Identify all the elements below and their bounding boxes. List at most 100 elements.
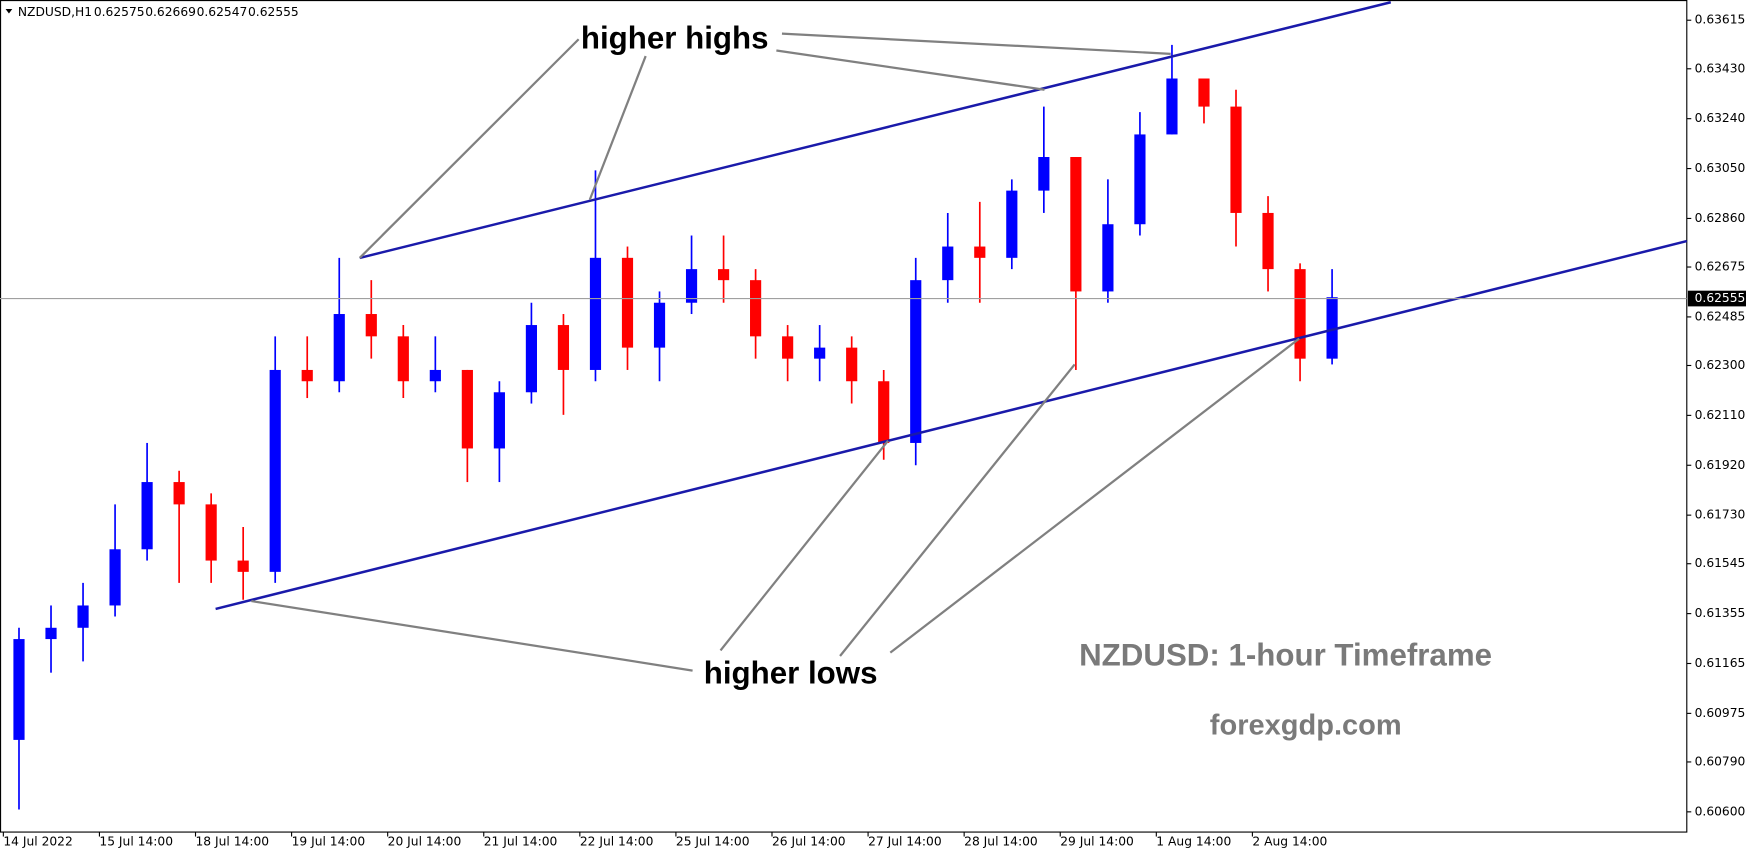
candle-body (13, 639, 25, 740)
header-close: 0.62555 (248, 5, 299, 19)
candle-body (333, 314, 345, 382)
x-tick-label: 27 Jul 14:00 (868, 835, 942, 849)
x-tick-label: 2 Aug 14:00 (1252, 835, 1327, 849)
candle-body (365, 314, 377, 337)
x-tick-label: 18 Jul 14:00 (196, 835, 270, 849)
pointer-line (251, 599, 693, 672)
x-tick-label: 26 Jul 14:00 (772, 835, 846, 849)
y-tick-label: 0.62485 (1695, 309, 1746, 323)
pointer-line (839, 363, 1076, 657)
y-tick-label: 0.63050 (1695, 161, 1746, 175)
candle-body (173, 482, 185, 505)
x-tick-label: 1 Aug 14:00 (1156, 835, 1231, 849)
candle-body (1166, 78, 1178, 135)
candle-body (141, 482, 153, 550)
candle-body (269, 369, 281, 572)
y-tick-label: 0.62675 (1695, 260, 1746, 274)
candle-body (1294, 269, 1306, 359)
x-tick-label: 22 Jul 14:00 (580, 835, 654, 849)
pointer-line (588, 55, 647, 201)
candle-body (1230, 106, 1242, 213)
candle-body (1038, 157, 1050, 191)
upper-channel-line (359, 1, 1392, 260)
candle-body (878, 381, 890, 443)
y-tick-label: 0.61165 (1695, 656, 1746, 670)
candle-body (1102, 224, 1114, 292)
candle-body (109, 549, 121, 606)
y-tick-label: 0.62300 (1695, 358, 1746, 372)
candle-body (1134, 134, 1146, 225)
header-low: 0.62547 (197, 5, 248, 19)
candle-body (301, 369, 313, 382)
pointer-line (358, 38, 580, 259)
pointer-line (781, 32, 1171, 55)
header-arrow (5, 8, 13, 14)
candle-body (814, 347, 826, 359)
candle-body (1326, 297, 1338, 359)
candle-body (685, 269, 698, 303)
pointer-line (889, 337, 1300, 654)
candle-body (237, 560, 249, 572)
pointer-line (776, 49, 1045, 91)
plot-frame (0, 0, 1688, 833)
y-tick-label: 0.62860 (1695, 211, 1746, 225)
x-tick-label: 28 Jul 14:00 (964, 835, 1038, 849)
candle-body (942, 246, 954, 281)
watermark-title: NZDUSD: 1-hour Timeframe (1079, 637, 1492, 672)
y-tick-label: 0.63615 (1695, 13, 1746, 27)
y-tick-label: 0.61355 (1695, 606, 1746, 620)
header-symbol: NZDUSD,H1 (18, 5, 92, 19)
y-tick-label: 0.61730 (1695, 508, 1746, 522)
y-tick-label: 0.63240 (1695, 111, 1746, 125)
candle-body (205, 504, 217, 561)
annotation: higher highs (581, 21, 769, 56)
candle-body (429, 369, 441, 382)
candle-body (1006, 190, 1018, 258)
x-tick-label: 25 Jul 14:00 (676, 835, 750, 849)
candle-body (974, 246, 986, 258)
last-price-box (1687, 290, 1746, 307)
y-tick-label: 0.60790 (1695, 754, 1746, 768)
candle-body (557, 325, 570, 370)
marks (13, 44, 1338, 810)
candle-body (846, 347, 858, 382)
candle-body (910, 280, 922, 443)
trendlines (215, 1, 1688, 611)
candle-body (397, 336, 409, 382)
lower-channel-line (215, 239, 1688, 611)
candle-body (782, 336, 794, 359)
candle-body (1262, 212, 1274, 270)
candle-body (461, 369, 473, 449)
y-tick-label: 0.61920 (1695, 458, 1746, 472)
last-price-label: 0.62555 (1695, 291, 1746, 305)
pointer-lines (251, 32, 1300, 672)
y-tick-label: 0.60975 (1695, 706, 1746, 720)
x-tick-label: 20 Jul 14:00 (388, 835, 462, 849)
candle-body (1070, 157, 1082, 292)
watermark-site: forexgdp.com (1210, 709, 1402, 741)
x-tick-label: 15 Jul 14:00 (99, 835, 173, 849)
candle-body (653, 302, 666, 348)
candle-body (717, 269, 730, 281)
pointer-line (719, 439, 889, 652)
header-open: 0.62575 (94, 5, 145, 19)
y-tick-label: 0.63430 (1695, 61, 1746, 75)
x-tick-label: 29 Jul 14:00 (1060, 835, 1134, 849)
candle-body (621, 257, 634, 348)
candle-body (77, 605, 89, 628)
candle-body (1198, 78, 1210, 107)
y-tick-label: 0.62110 (1695, 408, 1746, 422)
candle-body (493, 392, 505, 449)
x-tick-label: 21 Jul 14:00 (484, 835, 558, 849)
annotation: higher lows (704, 655, 878, 690)
candle-body (45, 627, 57, 640)
header-high: 0.62669 (145, 5, 196, 19)
y-tick-label: 0.61545 (1695, 556, 1746, 570)
candle-body (750, 280, 762, 337)
x-tick-label: 14 Jul 2022 (3, 835, 72, 849)
candle-body (589, 257, 602, 370)
x-tick-label: 19 Jul 14:00 (292, 835, 366, 849)
candle-body (525, 325, 538, 393)
